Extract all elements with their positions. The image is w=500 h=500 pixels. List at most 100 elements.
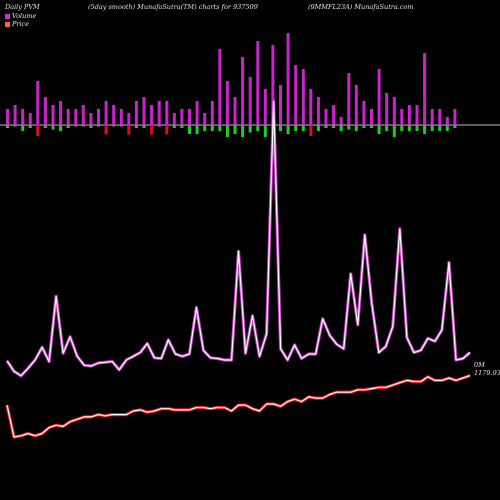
delta-bar bbox=[180, 125, 184, 128]
delta-bar bbox=[354, 125, 358, 131]
delta-bar bbox=[104, 125, 108, 135]
volume-bar bbox=[134, 101, 138, 125]
delta-bar bbox=[339, 125, 343, 131]
volume-bar bbox=[271, 45, 275, 125]
volume-bar bbox=[112, 105, 116, 125]
delta-bar bbox=[150, 125, 154, 135]
delta-bar bbox=[6, 125, 9, 128]
volume-bar bbox=[400, 109, 404, 125]
volume-bar bbox=[415, 105, 419, 125]
delta-bar bbox=[66, 125, 70, 128]
delta-bar bbox=[301, 125, 305, 131]
volume-bar bbox=[43, 97, 47, 125]
volume-bar bbox=[66, 109, 70, 125]
delta-bar bbox=[51, 125, 55, 130]
volume-bar bbox=[81, 105, 85, 125]
volume-last-label: 0M bbox=[474, 361, 485, 369]
delta-bar bbox=[309, 125, 313, 136]
volume-bar bbox=[195, 101, 199, 125]
volume-bar bbox=[142, 97, 146, 125]
volume-bar bbox=[256, 41, 260, 125]
volume-bar bbox=[279, 85, 282, 125]
volume-bar bbox=[453, 109, 457, 125]
volume-bar bbox=[51, 105, 55, 125]
delta-bar bbox=[43, 125, 47, 128]
volume-bar bbox=[286, 33, 290, 125]
delta-bar bbox=[225, 125, 229, 137]
volume-bar bbox=[248, 77, 252, 125]
delta-bar bbox=[279, 125, 282, 131]
volume-bar bbox=[392, 97, 396, 125]
delta-bar bbox=[385, 125, 389, 131]
delta-bar bbox=[316, 125, 320, 131]
volume-bar bbox=[438, 109, 442, 125]
volume-bar bbox=[233, 97, 237, 125]
price-line-outer bbox=[5, 374, 471, 439]
delta-bar bbox=[241, 125, 245, 137]
delta-bar bbox=[81, 125, 85, 127]
delta-bar bbox=[59, 125, 63, 131]
delta-bar bbox=[142, 125, 146, 128]
delta-bar bbox=[233, 125, 237, 134]
volume-bar bbox=[89, 113, 93, 125]
legend-volume-swatch bbox=[5, 13, 10, 19]
legend-price: Price bbox=[5, 20, 29, 28]
volume-bar bbox=[165, 101, 169, 125]
delta-bar bbox=[263, 125, 267, 137]
delta-bar bbox=[203, 125, 207, 131]
volume-bar bbox=[97, 109, 100, 125]
volume-bar bbox=[362, 101, 366, 125]
volume-bar bbox=[180, 109, 184, 125]
volume-bar bbox=[316, 97, 320, 125]
volume-bar bbox=[210, 101, 214, 125]
delta-bar bbox=[392, 125, 396, 137]
price-last-label: 1179.93 bbox=[474, 369, 500, 377]
volume-bar bbox=[309, 89, 313, 125]
volume-bar bbox=[445, 117, 449, 125]
delta-bar bbox=[400, 125, 404, 131]
volume-bar bbox=[104, 101, 108, 125]
volume-bar bbox=[172, 113, 176, 125]
volume-bar bbox=[74, 109, 78, 125]
delta-bar bbox=[324, 125, 328, 128]
delta-bar bbox=[294, 125, 298, 131]
volume-bar bbox=[6, 109, 9, 125]
delta-bar bbox=[165, 125, 169, 135]
delta-bar bbox=[438, 125, 442, 131]
delta-bar bbox=[407, 125, 411, 131]
volume-bar bbox=[377, 69, 381, 125]
volume-bar bbox=[430, 109, 434, 125]
delta-bar bbox=[97, 125, 100, 127]
delta-bar bbox=[430, 125, 434, 131]
legend-price-label: Price bbox=[12, 20, 30, 28]
delta-bar bbox=[112, 125, 116, 127]
volume-bar bbox=[203, 113, 207, 125]
delta-bar bbox=[362, 125, 366, 128]
volume-bar bbox=[332, 105, 336, 125]
volume-bar bbox=[157, 101, 161, 125]
delta-bar bbox=[256, 125, 260, 131]
volume-bar bbox=[218, 49, 222, 125]
delta-bar bbox=[195, 125, 199, 134]
delta-bar bbox=[28, 125, 32, 128]
legend-price-swatch bbox=[5, 21, 10, 27]
volume-bar bbox=[423, 53, 427, 125]
delta-bar bbox=[127, 125, 131, 135]
delta-bar bbox=[172, 125, 176, 128]
volume-bar bbox=[354, 85, 358, 125]
delta-bar bbox=[134, 125, 138, 128]
volume-bar bbox=[127, 113, 131, 125]
volume-bar bbox=[241, 57, 245, 125]
volume-line bbox=[6, 100, 471, 377]
delta-bar bbox=[74, 125, 78, 127]
delta-bar bbox=[453, 125, 457, 128]
delta-bar bbox=[157, 125, 161, 127]
legend-volume: Volume bbox=[5, 12, 36, 20]
volume-bar bbox=[59, 101, 63, 125]
volume-bar bbox=[263, 89, 267, 125]
delta-bar bbox=[13, 125, 17, 127]
delta-bar bbox=[370, 125, 373, 128]
volume-bar bbox=[407, 105, 411, 125]
